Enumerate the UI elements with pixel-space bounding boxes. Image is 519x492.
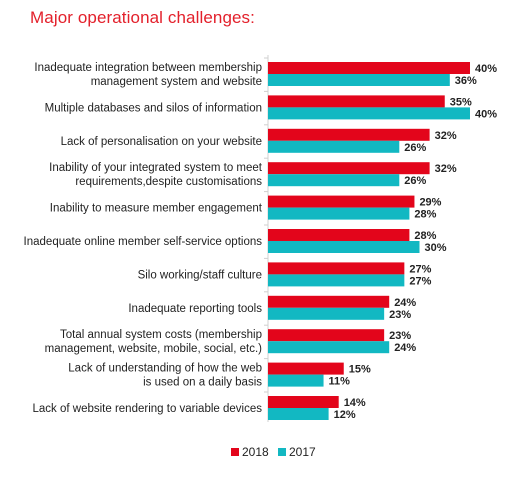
value-label-2017: 11% <box>329 376 351 388</box>
value-label-2017: 30% <box>425 242 447 254</box>
bar-2018 <box>268 162 430 175</box>
legend-swatch-2018 <box>231 448 239 456</box>
bar-2017 <box>268 107 470 120</box>
bar-2018 <box>268 62 470 74</box>
bars-group <box>268 62 470 420</box>
bar-2018 <box>268 329 385 342</box>
category-label: requirements,despite customisations <box>75 176 262 188</box>
value-label-2018: 27% <box>409 263 431 275</box>
value-label-2017: 26% <box>404 142 426 154</box>
legend-label-2018: 2018 <box>242 445 269 459</box>
value-label-2018: 29% <box>419 197 441 209</box>
bar-2018 <box>268 262 405 275</box>
bar-2018 <box>268 295 390 308</box>
value-label-2017: 26% <box>404 175 426 187</box>
value-label-2018: 24% <box>394 297 416 309</box>
chart-title: Major operational challenges: <box>30 8 255 27</box>
value-label-2017: 28% <box>414 209 436 221</box>
value-label-2018: 40% <box>475 63 497 75</box>
bar-2017 <box>268 341 390 354</box>
value-label-2017: 12% <box>334 409 356 421</box>
bar-2017 <box>268 307 385 320</box>
bar-2018 <box>268 362 344 375</box>
value-label-2018: 32% <box>435 130 457 142</box>
bar-2018 <box>268 195 415 208</box>
bar-2017 <box>268 408 329 420</box>
bar-2017 <box>268 174 400 187</box>
value-label-2018: 15% <box>349 364 371 376</box>
category-label: Silo working/staff culture <box>138 269 262 281</box>
labels-group: Inadequate integration between membershi… <box>24 62 498 421</box>
bar-2018 <box>268 396 339 408</box>
category-label: Inadequate integration between membershi… <box>34 62 262 74</box>
bar-2018 <box>268 229 410 241</box>
value-label-2018: 28% <box>414 230 436 242</box>
category-label: Inadequate reporting tools <box>128 303 262 315</box>
category-label: Lack of website rendering to variable de… <box>33 403 263 415</box>
value-label-2017: 27% <box>409 275 431 287</box>
value-label-2017: 23% <box>389 309 411 321</box>
bar-2018 <box>268 128 430 141</box>
value-label-2018: 35% <box>450 96 472 108</box>
legend-label-2017: 2017 <box>289 445 316 459</box>
category-label: Inability of your integrated system to m… <box>49 162 263 174</box>
value-label-2018: 32% <box>435 163 457 175</box>
category-label: management, website, mobile, social, etc… <box>45 343 262 355</box>
bar-2017 <box>268 140 400 153</box>
category-label: Lack of understanding of how the web <box>68 363 262 375</box>
bar-2017 <box>268 241 420 253</box>
legend: 2018 2017 <box>231 445 316 459</box>
bar-2017 <box>268 207 410 220</box>
category-label: is used on a daily basis <box>143 377 262 389</box>
value-label-2017: 24% <box>394 342 416 354</box>
bar-2017 <box>268 74 450 86</box>
value-label-2017: 40% <box>475 108 497 120</box>
bar-2017 <box>268 374 324 387</box>
value-label-2018: 14% <box>344 397 366 409</box>
category-label: Lack of personalisation on your website <box>61 136 262 148</box>
category-label: Inadequate online member self-service op… <box>24 236 263 248</box>
legend-swatch-2017 <box>278 448 286 456</box>
axis-ticks <box>264 57 268 393</box>
category-label: management system and website <box>91 76 262 88</box>
category-label: Total annual system costs (membership <box>60 329 262 341</box>
value-label-2018: 23% <box>389 330 411 342</box>
category-label: Multiple databases and silos of informat… <box>45 102 262 114</box>
bar-2017 <box>268 274 405 287</box>
value-label-2017: 36% <box>455 75 477 87</box>
category-label: Inability to measure member engagement <box>50 203 263 215</box>
bar-2018 <box>268 95 445 108</box>
